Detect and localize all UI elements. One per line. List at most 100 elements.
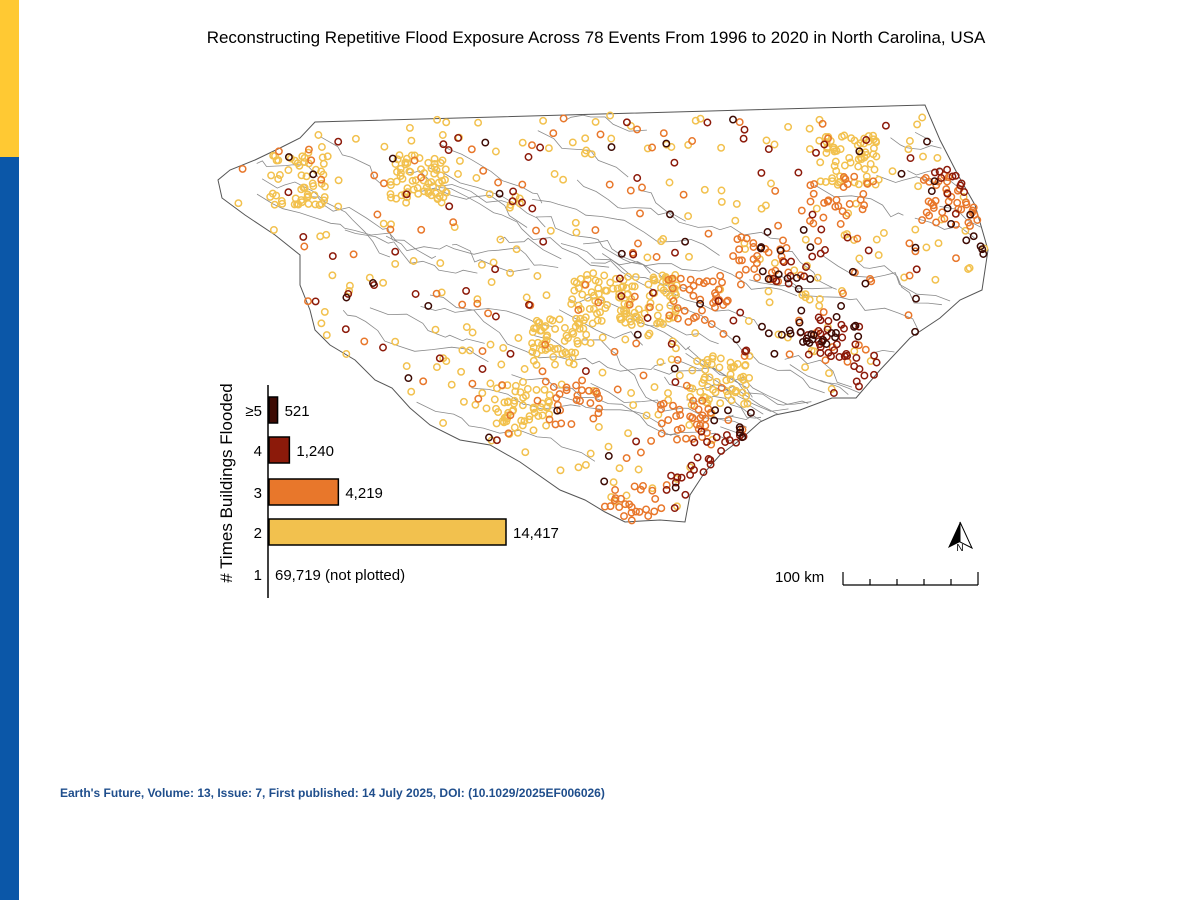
flood-point — [521, 391, 530, 400]
flood-point — [711, 303, 719, 312]
flood-point — [735, 256, 744, 265]
flood-point — [594, 394, 603, 403]
flood-point — [490, 395, 499, 404]
flood-point — [796, 328, 805, 336]
flood-point — [853, 234, 862, 243]
flood-point — [837, 132, 846, 141]
flood-point — [498, 381, 507, 390]
flood-point — [710, 416, 719, 425]
flood-point — [534, 318, 543, 327]
flood-point — [542, 291, 551, 300]
flood-point — [632, 507, 640, 516]
flood-point — [843, 351, 852, 360]
flood-point — [650, 276, 659, 285]
inset-bar-chart: # Times Buildings Flooded ≥5 521 4 1,240 3 4,… — [217, 383, 559, 598]
flood-point — [594, 284, 603, 293]
flood-point — [819, 213, 828, 222]
flood-point — [688, 366, 697, 375]
flood-point — [703, 118, 712, 127]
flood-point — [409, 257, 418, 265]
flood-point — [549, 383, 558, 391]
flood-point — [529, 403, 538, 412]
flood-point — [675, 371, 684, 380]
flood-point — [689, 291, 698, 300]
flood-point — [532, 385, 541, 394]
flood-point — [785, 350, 794, 359]
flood-point — [911, 225, 920, 234]
flood-point — [607, 143, 616, 152]
flood-point — [726, 370, 735, 379]
flood-point — [574, 306, 583, 314]
flood-point — [318, 153, 327, 162]
flood-point — [542, 336, 551, 345]
flood-point — [696, 295, 705, 304]
flood-point — [387, 193, 395, 202]
flood-point — [799, 225, 808, 234]
flood-point — [538, 367, 547, 376]
flood-point — [669, 297, 678, 306]
flood-point — [478, 365, 487, 373]
flood-point — [626, 186, 635, 195]
flood-point — [317, 179, 326, 188]
river — [590, 260, 761, 330]
flood-point — [731, 216, 740, 225]
flood-point — [821, 246, 829, 254]
flood-point — [539, 237, 548, 246]
flood-point — [439, 354, 448, 363]
flood-point — [574, 284, 583, 293]
flood-point — [770, 140, 779, 149]
flood-point — [304, 148, 313, 157]
flood-point — [639, 371, 648, 380]
flood-point — [625, 500, 634, 509]
flood-point — [797, 306, 806, 315]
flood-point — [602, 286, 611, 295]
flood-point — [388, 154, 397, 163]
flood-point — [424, 301, 433, 310]
flood-point — [819, 308, 828, 317]
flood-point — [672, 412, 681, 421]
flood-point — [435, 354, 444, 363]
flood-point — [522, 293, 531, 302]
flood-point — [407, 387, 416, 396]
flood-point — [776, 246, 785, 255]
flood-point — [675, 405, 684, 414]
flood-point — [310, 191, 319, 200]
flood-point — [458, 300, 467, 309]
flood-point — [572, 396, 581, 404]
flood-point — [444, 146, 453, 155]
flood-point — [617, 292, 626, 301]
flood-point — [666, 210, 674, 219]
flood-point — [932, 218, 941, 227]
flood-point — [737, 256, 746, 265]
flood-point — [370, 171, 379, 180]
flood-point — [802, 263, 810, 271]
flood-point — [642, 411, 651, 420]
flood-point — [824, 317, 833, 325]
flood-point — [671, 248, 679, 257]
flood-point — [604, 452, 613, 460]
flood-point — [546, 226, 555, 235]
river — [582, 339, 660, 405]
flood-point — [611, 486, 620, 494]
flood-point — [792, 273, 801, 282]
figure-title: Reconstructing Repetitive Flood Exposure… — [206, 28, 986, 47]
flood-point — [433, 194, 442, 203]
flood-point — [851, 321, 860, 330]
flood-point — [402, 362, 411, 371]
flood-point — [624, 429, 633, 438]
flood-point — [467, 145, 476, 154]
flood-point — [688, 137, 697, 145]
flood-point — [439, 419, 448, 427]
flood-point — [334, 202, 343, 211]
flood-point — [553, 406, 562, 415]
flood-point — [687, 461, 696, 470]
flood-point — [586, 399, 595, 408]
flood-point — [308, 179, 317, 188]
flood-point — [735, 423, 744, 432]
flood-point — [732, 199, 741, 208]
flood-point — [656, 358, 665, 367]
flood-point — [573, 337, 582, 345]
flood-point — [545, 410, 554, 419]
flood-point — [943, 204, 952, 213]
